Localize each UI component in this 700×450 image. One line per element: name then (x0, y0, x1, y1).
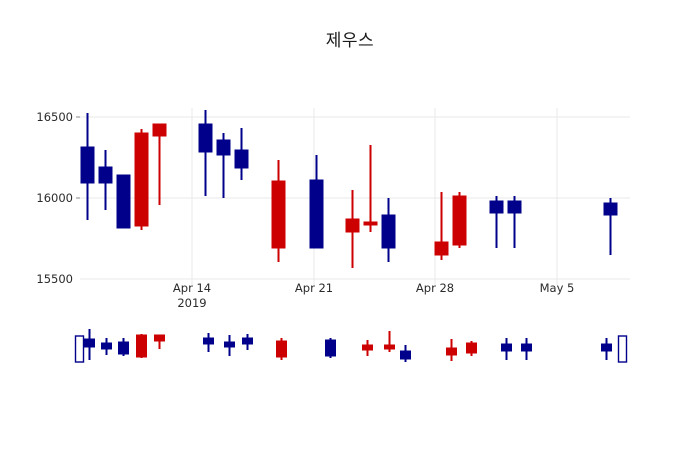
candle-body (224, 341, 235, 348)
candle-body (381, 214, 396, 249)
candle-body (203, 337, 214, 345)
price-candle (434, 192, 449, 260)
secondary-candle (400, 345, 411, 362)
candle-body (276, 340, 287, 358)
secondary-candle (446, 339, 457, 361)
candle-body (134, 132, 149, 227)
candle-body (101, 342, 112, 350)
secondary-candle (384, 331, 395, 352)
candle-body (234, 149, 249, 169)
secondary-candle (203, 333, 214, 352)
candle-body (446, 347, 457, 356)
price-candle (363, 145, 378, 232)
candle-body (198, 123, 213, 153)
price-candle (116, 174, 131, 229)
candle-body (116, 174, 131, 229)
candle-body (434, 241, 449, 256)
price-candle (98, 150, 113, 210)
candle-body (98, 166, 113, 184)
price-candle (489, 196, 504, 248)
candle-body (489, 200, 504, 214)
candle-body (603, 202, 618, 216)
price-candle (452, 192, 467, 248)
price-candle (271, 160, 286, 262)
secondary-candle (84, 329, 95, 360)
price-candle (603, 198, 618, 255)
secondary-candles-layer (74, 329, 628, 363)
price-candle (381, 198, 396, 262)
candle-body (271, 180, 286, 249)
price-candle (234, 128, 249, 180)
price-candle (507, 196, 522, 248)
candle-body (136, 334, 147, 358)
x-axis-tick-label: May 5 (540, 281, 575, 295)
secondary-candle (325, 338, 336, 358)
price-candle (345, 190, 360, 268)
price-candles-layer (80, 110, 618, 268)
candle-body (466, 342, 477, 354)
candle-body (80, 146, 95, 184)
candle-body (118, 341, 129, 355)
y-axis-tick-label: 16500 (36, 110, 73, 124)
y-axis-tick-label: 16000 (36, 191, 73, 205)
candle-body (400, 350, 411, 360)
secondary-candle (136, 334, 147, 358)
candle-body (617, 335, 628, 363)
secondary-candle (276, 338, 287, 360)
secondary-candle (118, 338, 129, 356)
candle-body (216, 139, 231, 156)
candle-body (242, 337, 253, 345)
secondary-candle (154, 334, 165, 349)
x-axis-tick-label: Apr 21 (295, 281, 333, 295)
candle-body (325, 339, 336, 357)
candle-body (507, 200, 522, 214)
secondary-candle (521, 338, 532, 360)
candle-body (154, 334, 165, 342)
secondary-candle (242, 334, 253, 350)
secondary-candle (74, 335, 85, 363)
price-candle (198, 110, 213, 196)
candle-body (384, 344, 395, 350)
secondary-candle (601, 338, 612, 360)
secondary-candle (362, 340, 373, 356)
candle-body (363, 221, 378, 226)
price-candle (152, 123, 167, 205)
y-axis-tick-label: 15500 (36, 272, 73, 286)
secondary-candle (101, 338, 112, 355)
price-candle (80, 113, 95, 220)
x-axis-tick-label: Apr 14 (173, 281, 211, 295)
candle-body (152, 123, 167, 137)
secondary-candle (617, 335, 628, 363)
candle-body (74, 335, 85, 363)
candle-body (452, 195, 467, 246)
secondary-candle (501, 338, 512, 360)
page-title: 제우스 (325, 31, 375, 51)
x-axis-year-label: 2019 (177, 296, 206, 310)
secondary-candle (466, 341, 477, 356)
candle-body (501, 343, 512, 352)
candle-body (521, 343, 532, 352)
price-candle (216, 133, 231, 198)
candle-body (362, 344, 373, 351)
candle-body (309, 179, 324, 249)
grid-layer (80, 108, 630, 285)
candle-body (84, 338, 95, 348)
candle-body (601, 343, 612, 352)
price-candle (309, 155, 324, 249)
secondary-candle (224, 335, 235, 356)
candle-body (345, 218, 360, 233)
x-axis-tick-label: Apr 28 (416, 281, 454, 295)
axis-labels-layer: 16500 16000 15500 Apr 14 Apr 21 Apr 28 May 5 20… (36, 110, 574, 310)
price-candle (134, 129, 149, 230)
